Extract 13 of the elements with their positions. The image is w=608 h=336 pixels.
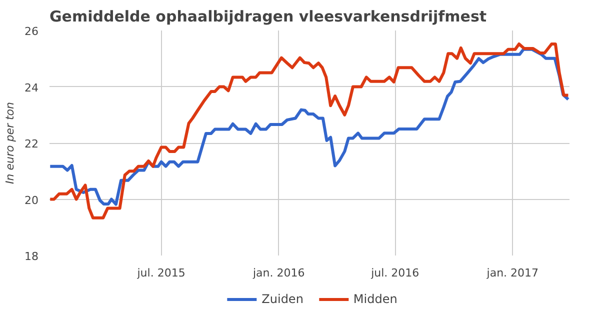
x-tick-label: jan. 2017 (486, 266, 539, 280)
y-tick-label: 18 (24, 250, 39, 263)
legend-label: Zuiden (262, 292, 304, 306)
chart-title: Gemiddelde ophaalbijdragen vleesvarkensdrijfmest (50, 8, 487, 26)
y-tick-label: 24 (24, 81, 39, 94)
legend-label: Midden (353, 292, 398, 306)
y-axis-title: In euro per ton (4, 102, 17, 184)
y-tick-label: 22 (24, 138, 39, 150)
x-tick-label: jan. 2016 (252, 266, 305, 280)
x-tick-label: jul. 2015 (136, 266, 186, 280)
y-tick-label: 26 (24, 25, 39, 38)
x-tick-label: jul. 2016 (370, 266, 420, 280)
y-tick-label: 20 (24, 194, 39, 207)
